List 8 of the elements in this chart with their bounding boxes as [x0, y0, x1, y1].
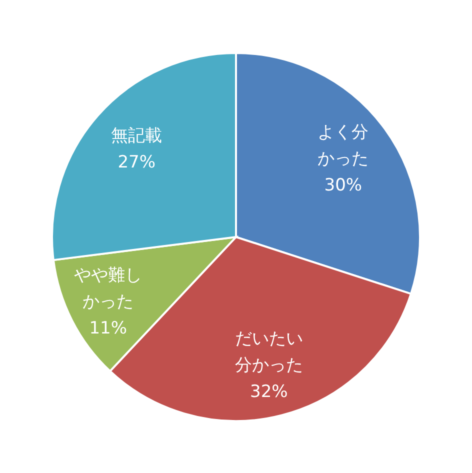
- data-label: 11%: [89, 318, 128, 339]
- data-label: 32%: [250, 382, 288, 402]
- data-label: 27%: [118, 152, 156, 173]
- slice-label: よく分かった: [318, 122, 369, 170]
- slice-label: 無記載: [111, 126, 162, 146]
- slice-label: やや難しかった: [74, 266, 142, 312]
- slice-label: だいたい分かった: [234, 328, 303, 376]
- data-label: 30%: [324, 176, 362, 196]
